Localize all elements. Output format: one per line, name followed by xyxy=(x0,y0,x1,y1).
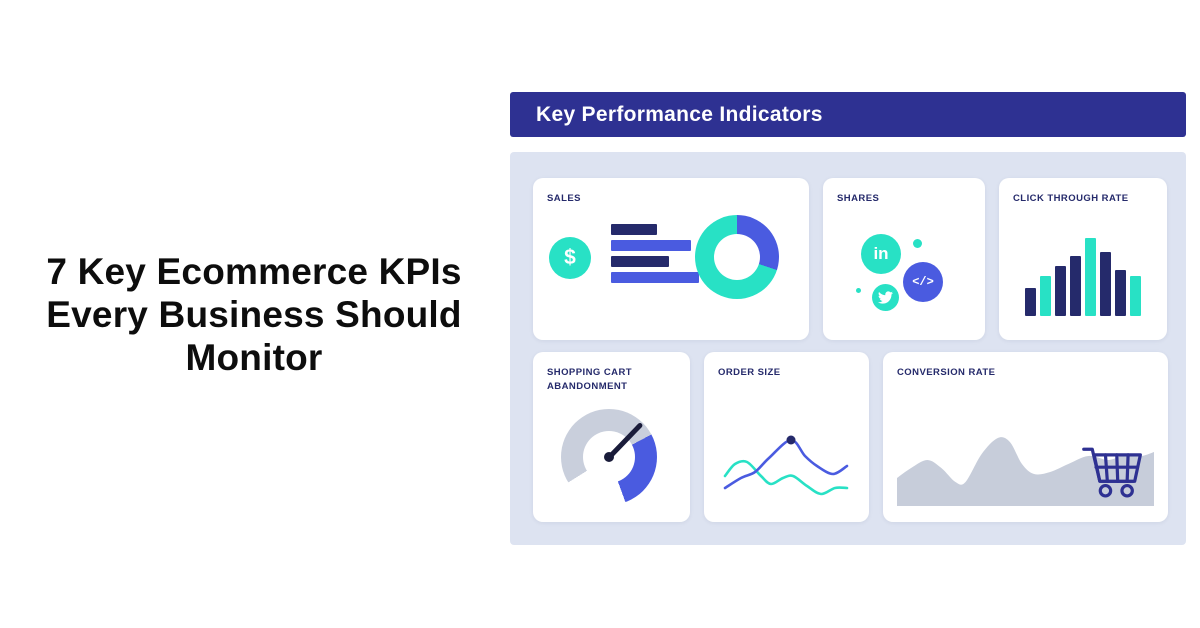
card-order-title: ORDER SIZE xyxy=(718,367,781,378)
cart-grid xyxy=(1094,453,1140,483)
bar xyxy=(1100,252,1111,316)
gauge-pivot xyxy=(604,452,614,462)
bar xyxy=(1115,270,1126,316)
card-abandonment-title: SHOPPING CART ABANDONMENT xyxy=(547,367,633,393)
decor-dot-small xyxy=(856,288,861,293)
headline: 7 Key Ecommerce KPIs Every Business Shou… xyxy=(0,0,508,628)
card-shares: SHARES in </> xyxy=(823,178,985,340)
dashboard-header: Key Performance Indicators xyxy=(510,92,1186,137)
dashboard-row-1: SALES $ SHARES in </> xyxy=(533,178,1168,340)
dashboard-title: Key Performance Indicators xyxy=(536,102,823,126)
code-icon: </> xyxy=(903,262,943,302)
headline-line-3: Monitor xyxy=(185,336,323,378)
twitter-icon xyxy=(872,284,899,311)
sales-bar-chart xyxy=(611,224,699,283)
card-sales: SALES $ xyxy=(533,178,809,340)
bar xyxy=(1055,266,1066,316)
card-click-through-rate: CLICK THROUGH RATE xyxy=(999,178,1167,340)
bar xyxy=(1085,238,1096,316)
abandonment-gauge xyxy=(561,409,657,505)
bar xyxy=(611,240,691,251)
bar xyxy=(1130,276,1141,316)
dollar-symbol: $ xyxy=(564,246,576,269)
bar xyxy=(1070,256,1081,316)
bar xyxy=(611,272,699,283)
linkedin-icon: in xyxy=(861,234,901,274)
dashboard-panel: SALES $ SHARES in </> xyxy=(510,152,1186,545)
ctr-bar-chart xyxy=(1025,238,1141,316)
conversion-area-chart xyxy=(897,424,1154,506)
conversion-area-svg xyxy=(897,437,1154,506)
donut-hole xyxy=(714,234,760,280)
order-line-teal xyxy=(723,459,849,496)
linkedin-label: in xyxy=(873,244,889,263)
card-conversion-rate: CONVERSION RATE xyxy=(883,352,1168,522)
dashboard-row-2: SHOPPING CART ABANDONMENT ORDER SIZE xyxy=(533,352,1168,522)
card-order-size: ORDER SIZE xyxy=(704,352,869,522)
card-sales-title: SALES xyxy=(547,193,581,204)
order-size-line-chart xyxy=(723,435,849,496)
twitter-bird-glyph xyxy=(878,291,893,304)
card-cart-abandonment: SHOPPING CART ABANDONMENT xyxy=(533,352,690,522)
headline-line-2: Every Business Should xyxy=(46,293,462,335)
bar xyxy=(1025,288,1036,316)
bar xyxy=(1040,276,1051,316)
bar xyxy=(611,256,669,267)
card-conversion-title: CONVERSION RATE xyxy=(897,367,996,378)
kpi-dashboard: Key Performance Indicators SALES $ xyxy=(510,92,1186,545)
cart-wheel-left xyxy=(1098,483,1113,498)
dollar-coin-icon: $ xyxy=(549,237,591,279)
shopping-cart-icon xyxy=(1082,447,1142,498)
order-line-royal xyxy=(723,438,849,490)
card-shares-title: SHARES xyxy=(837,193,880,204)
code-label: </> xyxy=(912,275,934,289)
card-ctr-title: CLICK THROUGH RATE xyxy=(1013,193,1129,204)
headline-line-1: 7 Key Ecommerce KPIs xyxy=(46,250,462,292)
cart-basket xyxy=(1092,453,1142,483)
cart-wheel-right xyxy=(1120,483,1134,498)
decor-dot-large xyxy=(913,239,922,248)
conversion-area-path xyxy=(897,437,1154,506)
order-line-dot xyxy=(786,435,796,445)
bar xyxy=(611,224,657,235)
sales-donut-chart xyxy=(695,215,779,299)
